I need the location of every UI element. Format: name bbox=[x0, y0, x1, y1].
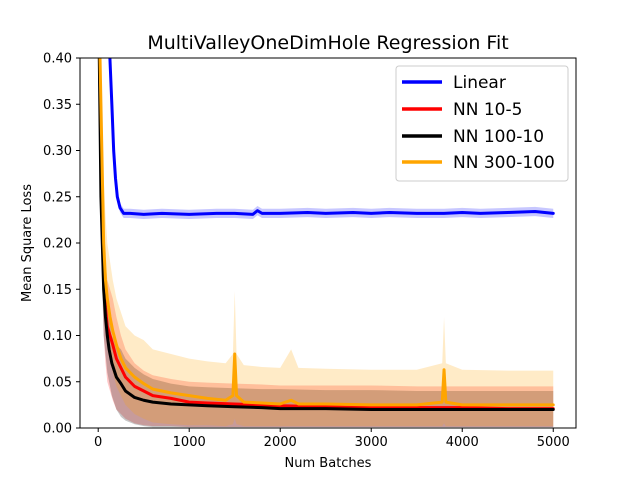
series-lines bbox=[97, 58, 555, 411]
legend-entry-nn-10-5: NN 10-5 bbox=[402, 100, 522, 120]
x-tick-label: 1000 bbox=[173, 435, 206, 450]
y-tick-label: 0.10 bbox=[43, 329, 72, 344]
y-tick-label: 0.15 bbox=[43, 283, 72, 298]
y-tick-label: 0.05 bbox=[43, 375, 72, 390]
legend-label-linear: Linear bbox=[453, 73, 506, 93]
x-tick-label: 2000 bbox=[264, 435, 297, 450]
legend-entry-nn-100-10: NN 100-10 bbox=[402, 127, 544, 147]
line-nn-300-100 bbox=[98, 58, 555, 407]
y-axis-ticks: 0.00 0.05 0.10 0.15 0.20 0.25 0.30 0.35 0.40 bbox=[43, 52, 80, 437]
y-tick-label: 0.30 bbox=[43, 144, 72, 159]
y-axis-label: Mean Square Loss bbox=[20, 184, 35, 302]
plot-area bbox=[97, 58, 555, 428]
y-tick-label: 0.40 bbox=[43, 52, 72, 67]
legend-label-nn-10-5: NN 10-5 bbox=[453, 100, 522, 120]
chart-title: MultiValleyOneDimHole Regression Fit bbox=[147, 32, 508, 54]
legend-entry-nn-300-100: NN 300-100 bbox=[402, 153, 555, 173]
line-nn-100-10 bbox=[97, 58, 555, 411]
legend-label-nn-300-100: NN 300-100 bbox=[453, 153, 555, 173]
y-tick-label: 0.35 bbox=[43, 98, 72, 113]
x-axis-label: Num Batches bbox=[285, 456, 372, 471]
legend-entry-linear: Linear bbox=[402, 73, 506, 93]
legend-box bbox=[395, 65, 569, 182]
line-linear bbox=[108, 58, 555, 216]
band-nn-300-100 bbox=[99, 58, 554, 427]
x-axis-ticks: 0 1000 2000 3000 4000 5000 bbox=[94, 428, 570, 450]
x-tick-label: 4000 bbox=[446, 435, 479, 450]
y-tick-label: 0.20 bbox=[43, 237, 72, 252]
x-tick-label: 3000 bbox=[355, 435, 388, 450]
x-tick-label: 0 bbox=[94, 435, 102, 450]
y-tick-label: 0.00 bbox=[43, 422, 72, 437]
legend: Linear NN 10-5 NN 100-10 NN 300-100 bbox=[395, 65, 569, 182]
y-tick-label: 0.25 bbox=[43, 190, 72, 205]
x-tick-label: 5000 bbox=[537, 435, 570, 450]
legend-label-nn-100-10: NN 100-10 bbox=[453, 127, 544, 147]
